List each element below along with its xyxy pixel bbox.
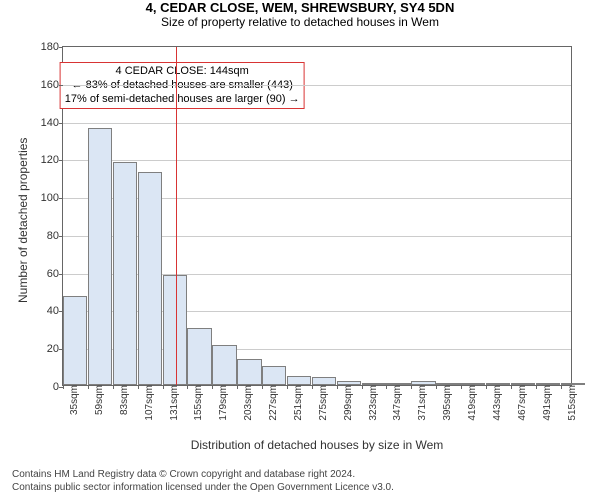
y-tick-label: 40: [47, 305, 63, 317]
histogram-bar: [237, 359, 261, 385]
x-tick-label: 323sqm: [366, 385, 379, 421]
y-tick-label: 120: [41, 154, 63, 166]
x-tick-label: 179sqm: [216, 385, 229, 421]
x-tick-mark: [287, 385, 288, 389]
x-tick-mark: [362, 385, 363, 389]
histogram-bar: [138, 172, 162, 385]
x-tick-mark: [461, 385, 462, 389]
x-tick-mark: [511, 385, 512, 389]
x-tick-mark: [262, 385, 263, 389]
x-tick-label: 443sqm: [490, 385, 503, 421]
x-tick-label: 83sqm: [117, 385, 130, 415]
histogram-bar: [262, 366, 286, 385]
x-tick-mark: [212, 385, 213, 389]
y-tick-label: 160: [41, 79, 63, 91]
x-tick-mark: [486, 385, 487, 389]
chart-title: 4, CEDAR CLOSE, WEM, SHREWSBURY, SY4 5DN: [0, 0, 600, 15]
y-tick-label: 100: [41, 192, 63, 204]
histogram-bar: [163, 275, 187, 385]
x-tick-mark: [237, 385, 238, 389]
histogram-bar: [113, 162, 137, 385]
x-tick-label: 299sqm: [341, 385, 354, 421]
x-tick-label: 491sqm: [540, 385, 553, 421]
footer-line-2: Contains public sector information licen…: [12, 481, 394, 494]
x-tick-mark: [561, 385, 562, 389]
x-tick-mark: [88, 385, 89, 389]
x-tick-mark: [312, 385, 313, 389]
y-tick-label: 0: [53, 381, 63, 393]
gridline: [63, 85, 571, 86]
chart-container: { "chart": { "type": "histogram", "title…: [0, 0, 600, 500]
x-tick-label: 131sqm: [167, 385, 180, 421]
x-tick-mark: [63, 385, 64, 389]
y-tick-label: 140: [41, 117, 63, 129]
gridline: [63, 123, 571, 124]
y-tick-label: 80: [47, 230, 63, 242]
x-tick-label: 59sqm: [92, 385, 105, 415]
x-tick-label: 35sqm: [67, 385, 80, 415]
y-axis-label: Number of detached properties: [16, 138, 30, 303]
x-tick-mark: [436, 385, 437, 389]
y-tick-label: 180: [41, 41, 63, 53]
x-tick-mark: [411, 385, 412, 389]
x-tick-label: 107sqm: [142, 385, 155, 421]
x-tick-label: 275sqm: [316, 385, 329, 421]
histogram-bar: [312, 377, 336, 385]
plot-area: 4 CEDAR CLOSE: 144sqm ← 83% of detached …: [62, 46, 572, 386]
x-tick-mark: [536, 385, 537, 389]
histogram-bar: [63, 296, 87, 385]
y-tick-label: 20: [47, 343, 63, 355]
annotation-line-1: 4 CEDAR CLOSE: 144sqm: [65, 65, 300, 79]
chart-subtitle: Size of property relative to detached ho…: [0, 15, 600, 29]
x-tick-label: 419sqm: [465, 385, 478, 421]
x-tick-label: 251sqm: [291, 385, 304, 421]
x-tick-mark: [138, 385, 139, 389]
x-tick-label: 371sqm: [415, 385, 428, 421]
x-tick-label: 347sqm: [390, 385, 403, 421]
x-tick-label: 395sqm: [440, 385, 453, 421]
footer-line-1: Contains HM Land Registry data © Crown c…: [12, 468, 394, 481]
x-tick-label: 155sqm: [191, 385, 204, 421]
x-axis-label: Distribution of detached houses by size …: [62, 438, 572, 452]
x-tick-label: 203sqm: [241, 385, 254, 421]
x-tick-mark: [163, 385, 164, 389]
histogram-bar: [287, 376, 311, 385]
marker-line: [176, 47, 177, 385]
x-tick-mark: [187, 385, 188, 389]
x-tick-mark: [337, 385, 338, 389]
histogram-bar: [187, 328, 211, 385]
x-tick-label: 515sqm: [565, 385, 578, 421]
annotation-line-3: 17% of semi-detached houses are larger (…: [65, 93, 300, 107]
histogram-bar: [88, 128, 112, 385]
x-tick-mark: [386, 385, 387, 389]
y-tick-label: 60: [47, 268, 63, 280]
gridline: [63, 160, 571, 161]
x-tick-label: 227sqm: [266, 385, 279, 421]
histogram-bar: [212, 345, 236, 385]
x-tick-label: 467sqm: [515, 385, 528, 421]
x-tick-mark: [113, 385, 114, 389]
footer-text: Contains HM Land Registry data © Crown c…: [12, 468, 394, 494]
